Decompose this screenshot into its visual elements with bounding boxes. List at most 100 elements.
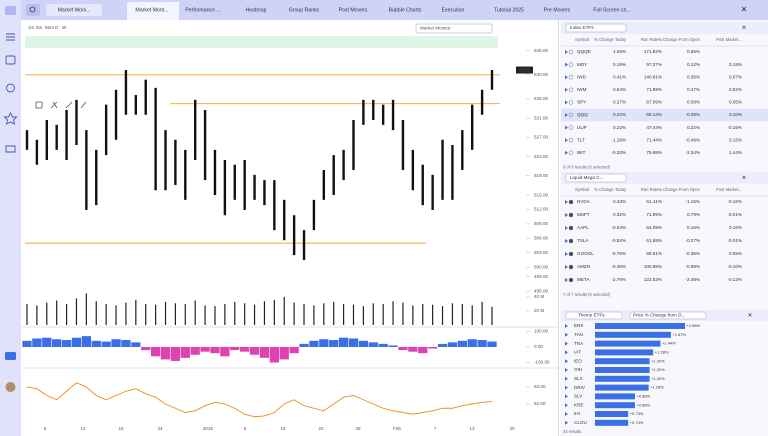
volume-bar — [214, 306, 216, 325]
theme-bar — [595, 384, 649, 391]
column-header: Ran Rate... — [641, 37, 662, 42]
cell: -0.33% — [611, 150, 626, 155]
momentum-bar — [427, 347, 438, 349]
panel-title: Liquid Mega C... — [570, 175, 603, 180]
volume-bar — [145, 304, 147, 325]
interval[interactable]: 5m — [36, 25, 43, 30]
symbol-icon — [568, 225, 574, 231]
momentum-bar — [368, 342, 378, 347]
x-tick-label: 7 — [434, 426, 437, 431]
interval[interactable]: 1m — [28, 25, 35, 30]
cell: 64.09% — [646, 225, 662, 230]
tool-lines[interactable] — [50, 101, 58, 109]
theme-bar — [595, 419, 629, 426]
volume-bar — [422, 304, 424, 325]
tool-trend[interactable] — [65, 101, 73, 109]
theme-bar — [595, 411, 629, 417]
star-icon[interactable] — [3, 111, 18, 125]
cell: -0.10% — [727, 264, 742, 269]
cell: 0.43% — [613, 199, 626, 204]
panel-select[interactable] — [565, 173, 627, 183]
x-tick-label: 28 — [355, 426, 361, 431]
momentum-bar — [210, 347, 220, 354]
sidebar-active-icon[interactable] — [5, 352, 16, 360]
cell: 0.32% — [613, 212, 626, 217]
menu-icon[interactable] — [6, 33, 15, 41]
y-tick-label: 495.00 — [534, 288, 548, 293]
tab[interactable]: Market Mont... — [135, 7, 168, 13]
chart-icon[interactable] — [6, 83, 15, 93]
tab[interactable]: Full Screen ch... — [593, 7, 630, 13]
cell: -0.12% — [727, 277, 742, 282]
metric-select[interactable] — [629, 311, 707, 320]
tab[interactable]: Bubble Charts — [389, 7, 422, 13]
cell: 75.98% — [646, 150, 662, 155]
tool-rect[interactable] — [35, 101, 43, 109]
theme-bar — [595, 331, 671, 338]
oscillator-tick-label: 62.00 — [534, 401, 546, 406]
play-icon — [565, 200, 568, 204]
cell: -0.01% — [727, 238, 742, 243]
y-tick-label: 500.00 — [534, 264, 548, 269]
cell: -2.76% — [611, 277, 626, 282]
tab[interactable]: Pre Movers — [544, 7, 571, 13]
momentum-bar — [437, 343, 448, 347]
logo[interactable] — [5, 6, 16, 15]
symbol-icon — [568, 212, 574, 218]
volume-bar — [56, 300, 58, 325]
volume-bar — [432, 304, 434, 325]
avatar[interactable] — [5, 382, 16, 392]
theme-bar — [595, 340, 661, 347]
cell: 69.13% — [646, 112, 662, 117]
symbol-icon — [568, 112, 574, 118]
momentum-bar — [457, 340, 467, 347]
folder-icon[interactable] — [5, 145, 16, 153]
volume-bar — [273, 299, 275, 325]
interval[interactable]: 65m — [45, 25, 54, 30]
tab[interactable]: Heatmap — [245, 7, 266, 13]
x-tick-label: 13 — [469, 426, 475, 431]
volume-bar — [263, 301, 266, 325]
tab[interactable]: Performance ... — [185, 7, 220, 13]
volume-bar — [115, 305, 117, 325]
tab[interactable]: Post Movers — [339, 7, 368, 13]
symbol: IBIT — [577, 150, 586, 155]
cell: -0.15% — [727, 125, 742, 130]
volume-bar — [244, 303, 246, 325]
momentum-bar — [249, 347, 260, 355]
momentum-bar — [230, 347, 240, 351]
cell: 61.41% — [646, 199, 662, 204]
play-icon — [565, 226, 568, 230]
momentum-bar — [22, 340, 32, 347]
tab[interactable]: Tutorial 2025 — [494, 7, 524, 13]
symbol-icon — [568, 49, 574, 55]
volume-bar — [234, 301, 236, 325]
volume-bar — [85, 293, 87, 325]
theme-select[interactable] — [565, 311, 623, 320]
drawing-tools — [35, 101, 87, 109]
interval[interactable]: D — [55, 25, 59, 30]
interval[interactable]: W — [62, 25, 67, 30]
oscillator-line — [26, 382, 493, 418]
active-tab[interactable] — [127, 2, 179, 20]
tab[interactable]: Market Moni... — [58, 7, 91, 13]
tab-select[interactable] — [46, 4, 102, 16]
panel-select[interactable] — [565, 23, 627, 33]
volume-bar — [174, 303, 177, 325]
close-icon[interactable]: ✕ — [741, 5, 748, 14]
tab[interactable]: Execution — [442, 7, 465, 13]
tool-pen[interactable] — [80, 101, 87, 109]
symbol: META — [577, 277, 590, 282]
layout-icon[interactable] — [5, 55, 16, 65]
cell: 122.53% — [644, 277, 662, 282]
play-icon — [565, 213, 568, 217]
play-icon — [565, 239, 568, 243]
momentum-bar — [319, 339, 329, 347]
tab[interactable]: Group Ranks — [289, 7, 320, 13]
symbol: OIH — [574, 367, 582, 372]
column-header: Symbol — [575, 37, 589, 42]
cell: 0.05% — [729, 251, 742, 256]
theme-bar — [595, 393, 635, 400]
momentum-bar — [42, 337, 52, 347]
search-button[interactable] — [26, 4, 40, 16]
